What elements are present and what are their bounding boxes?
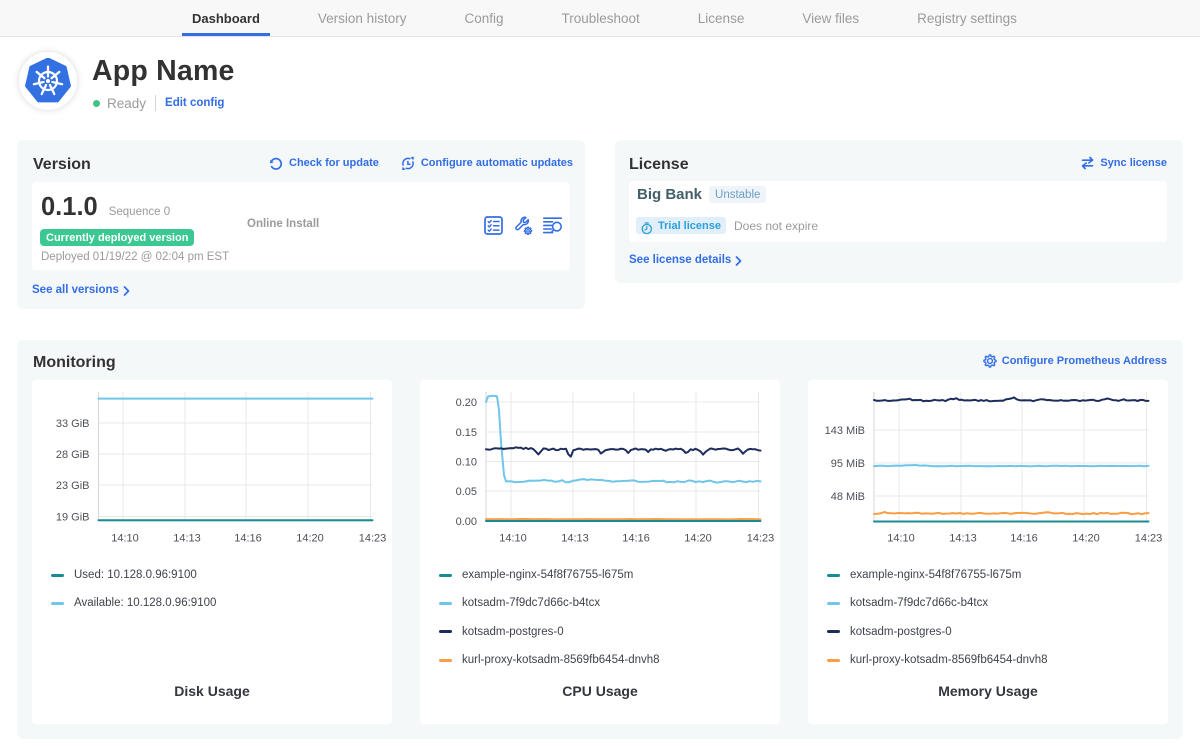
svg-text:14:16: 14:16	[1010, 533, 1038, 545]
svg-text:28 GiB: 28 GiB	[56, 449, 90, 461]
svg-text:95 MiB: 95 MiB	[831, 458, 865, 470]
svg-text:33 GiB: 33 GiB	[56, 418, 90, 430]
svg-text:14:10: 14:10	[111, 533, 139, 545]
svg-text:0.15: 0.15	[456, 427, 477, 439]
svg-text:14:20: 14:20	[1072, 533, 1100, 545]
svg-text:14:23: 14:23	[359, 533, 387, 545]
svg-text:0.20: 0.20	[456, 397, 477, 409]
svg-text:14:23: 14:23	[747, 533, 775, 545]
svg-text:14:16: 14:16	[234, 533, 262, 545]
svg-text:14:23: 14:23	[1135, 533, 1163, 545]
svg-text:0.00: 0.00	[456, 516, 477, 528]
svg-text:14:10: 14:10	[887, 533, 915, 545]
svg-text:14:20: 14:20	[684, 533, 712, 545]
svg-text:19 GiB: 19 GiB	[56, 512, 90, 524]
svg-text:14:13: 14:13	[561, 533, 589, 545]
svg-text:14:16: 14:16	[622, 533, 650, 545]
svg-text:14:13: 14:13	[949, 533, 977, 545]
svg-text:0.05: 0.05	[456, 486, 477, 498]
svg-text:143 MiB: 143 MiB	[825, 425, 865, 437]
svg-text:14:10: 14:10	[499, 533, 527, 545]
svg-text:14:13: 14:13	[173, 533, 201, 545]
svg-text:48 MiB: 48 MiB	[831, 491, 865, 503]
svg-text:14:20: 14:20	[296, 533, 324, 545]
svg-text:0.10: 0.10	[456, 457, 477, 469]
svg-text:23 GiB: 23 GiB	[56, 480, 90, 492]
